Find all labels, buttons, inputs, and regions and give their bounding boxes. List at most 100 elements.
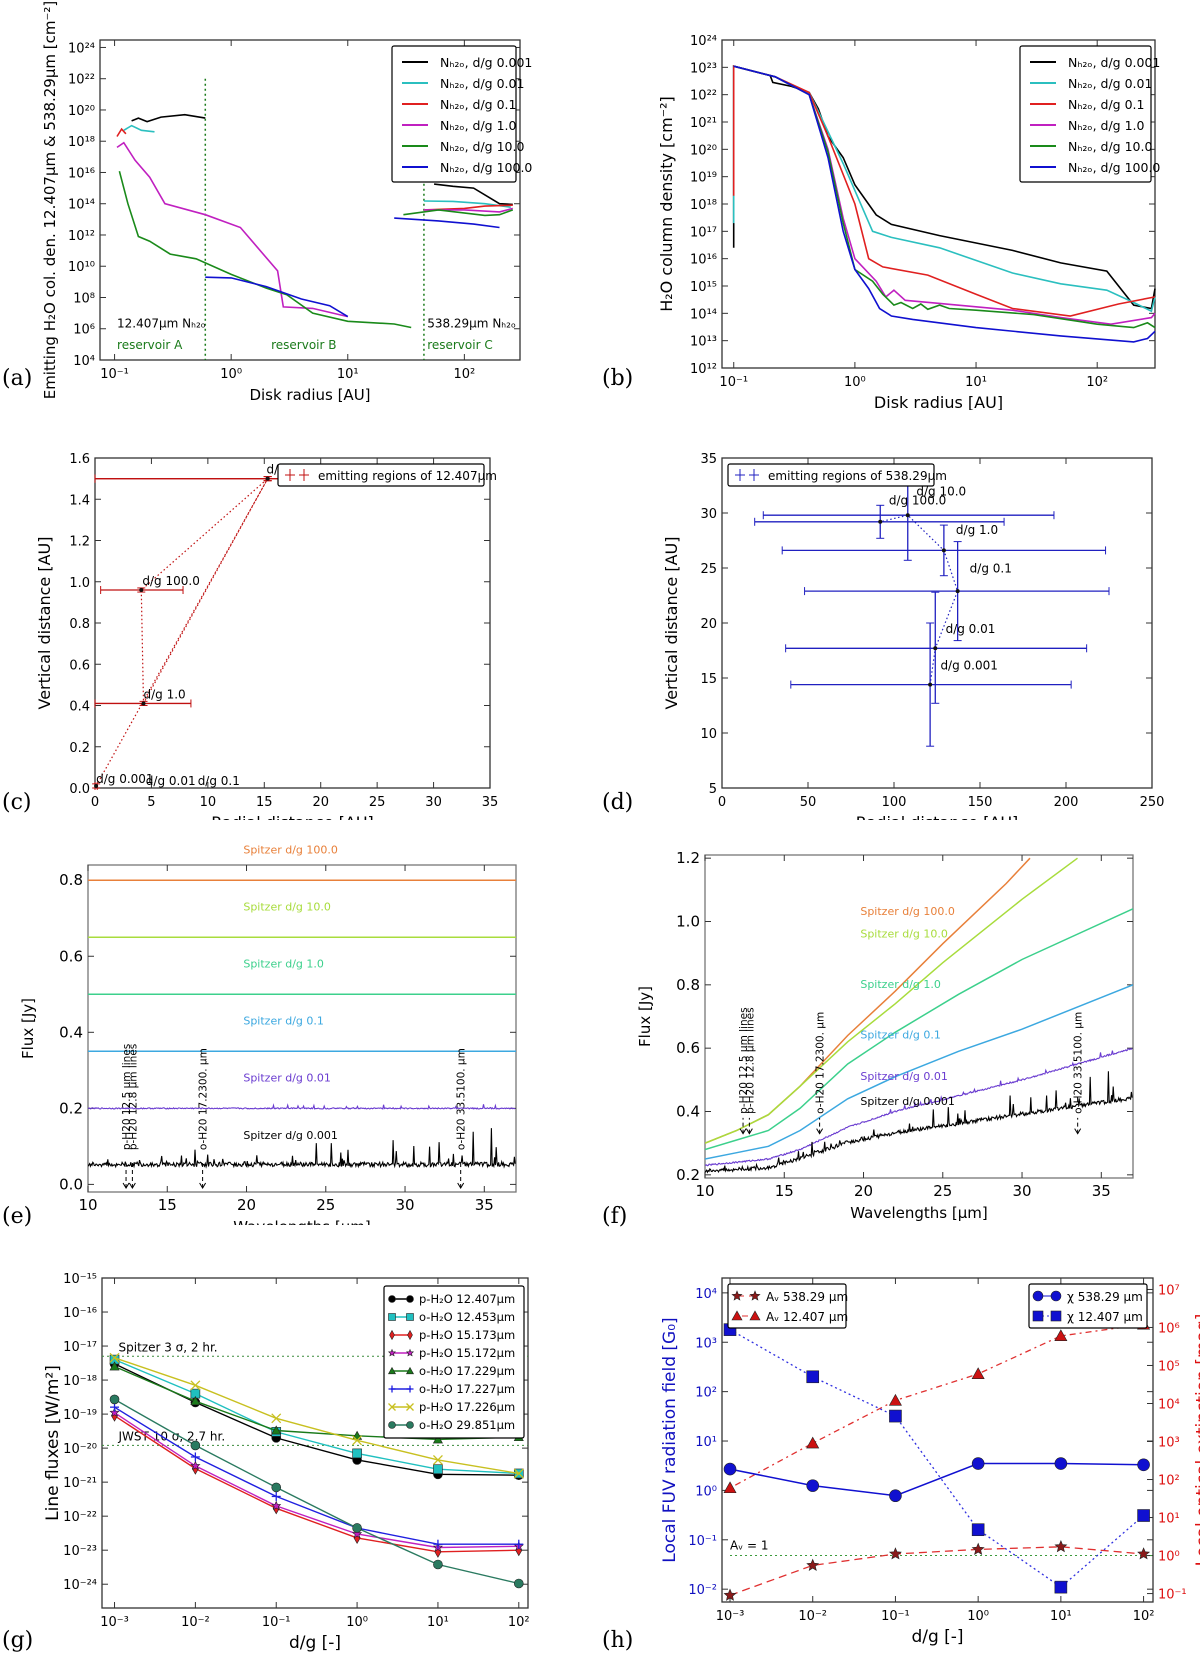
- y-tick-label: 25: [700, 562, 717, 577]
- y-tick-label: 10¹⁹: [690, 171, 717, 186]
- y-tick-label: 10⁻²³: [63, 1544, 97, 1559]
- series-line-n-h2o-d-g-100-0: [394, 217, 500, 229]
- line-marker-arrowhead: [816, 1128, 824, 1135]
- x-tick-label: 0: [91, 795, 99, 810]
- panel-label-f: (f): [602, 1204, 628, 1229]
- y-tick-label: 10⁻²: [688, 1583, 717, 1598]
- series-line-n-h2o-d-g-0-1: [116, 127, 127, 137]
- x-tick-label: 10⁰: [346, 1615, 368, 1630]
- data-marker: [109, 1394, 120, 1405]
- marker-x-b: [109, 1352, 120, 1363]
- series-3: [723, 1323, 1150, 1594]
- y-tick-label: 10¹⁰: [68, 260, 95, 275]
- line-marker-arrowhead: [199, 1182, 207, 1189]
- y-tick-label: 0.0: [69, 782, 90, 797]
- y-tick-label: 10⁴: [695, 1287, 717, 1302]
- legend-label: Nₕ₂ₒ, d/g 1.0: [1068, 118, 1145, 133]
- y-tick-label: 10⁻¹⁹: [63, 1408, 97, 1423]
- series-line-n-h2o-d-g-10-0: [403, 209, 514, 217]
- y-tick-label: 10⁻¹⁸: [63, 1374, 97, 1389]
- x-tick-label: 10⁻¹: [262, 1615, 291, 1630]
- point-label: d/g 1.0: [956, 523, 998, 537]
- panel-label-e: (e): [2, 1204, 33, 1229]
- legend-box: [277, 463, 485, 487]
- annotation: reservoir A: [117, 338, 183, 352]
- y-tick-label: 10⁰: [695, 1484, 717, 1499]
- y-tick-label: 10⁻²¹: [63, 1476, 97, 1491]
- y-tick-label: 0.2: [676, 1166, 700, 1184]
- y-right-axis-label: Local optical extinction [mag]: [1193, 1314, 1200, 1567]
- error-bar-point: [785, 591, 1088, 704]
- y-tick-label: 10: [700, 727, 717, 742]
- data-marker: [432, 1434, 443, 1444]
- legend-marker: [1032, 1290, 1044, 1302]
- data-point: [265, 476, 270, 481]
- x-tick-label: 10²: [508, 1615, 530, 1630]
- legend-label: p-H₂O 17.226μm: [419, 1400, 515, 1414]
- legend-label: emitting regions of 538.29μm: [768, 469, 947, 483]
- marker-x-b: [388, 1403, 396, 1411]
- spectrum-line: [88, 1128, 516, 1169]
- legend-marker: [405, 1348, 415, 1357]
- error-bar-point: [790, 622, 1072, 747]
- x-tick-label: 20: [312, 795, 329, 810]
- x-tick-label: 10¹: [427, 1615, 449, 1630]
- series-line-n-h2o-d-g-0-001: [434, 183, 513, 206]
- legend-label: o-H₂O 17.229μm: [419, 1364, 515, 1378]
- x-tick-label: 10⁻³: [100, 1615, 129, 1630]
- av-equals-one-label: Aᵥ = 1: [730, 1539, 769, 1553]
- legend-label: Nₕ₂ₒ, d/g 100.0: [440, 160, 532, 175]
- error-bar-point: [92, 781, 101, 790]
- y-tick-label: 0.0: [59, 1175, 83, 1193]
- annotation: reservoir B: [271, 338, 336, 352]
- x-axis-label: Wavelengths [μm]: [850, 1204, 987, 1222]
- series-1: [723, 1317, 1151, 1494]
- chart-h: 10⁻³ 10⁻² 10⁻¹ 10⁰ 10¹ 10²10⁻²10⁻¹10⁰10¹10²10…: [660, 1277, 1200, 1647]
- y-tick-label: 10¹²: [690, 362, 717, 377]
- y-tick-label: 0.4: [59, 1023, 83, 1041]
- panel-d: 0 50 100 150 200 250 5 10 15 20 25 30 35 Radial dista…: [600, 420, 1200, 820]
- legend-label: Nₕ₂ₒ, d/g 10.0: [1068, 139, 1152, 154]
- series-line: [114, 1365, 519, 1441]
- panel-label-a: (a): [2, 366, 33, 391]
- point-label: d/g 0.1: [970, 562, 1012, 576]
- x-tick-label: 50: [800, 795, 817, 810]
- legend-marker: [749, 1290, 761, 1301]
- legend-label: Aᵥ 538.29 μm: [766, 1290, 848, 1304]
- x-tick-label: 30: [1012, 1182, 1031, 1200]
- spectrum-line: [705, 984, 1133, 1160]
- x-tick-label: 10: [200, 795, 217, 810]
- legend-label: o-H₂O 17.227μm: [419, 1382, 515, 1396]
- y-tick-label: 10⁻²⁰: [63, 1442, 97, 1457]
- series-line: [729, 1462, 1144, 1497]
- plot-frame: [721, 1277, 1154, 1603]
- line-marker-arrowhead: [122, 1182, 130, 1189]
- series-line: [114, 1406, 519, 1545]
- x-tick-label: 10²: [453, 367, 475, 382]
- legend-marker: [731, 1290, 743, 1301]
- legend-box: [1019, 45, 1152, 183]
- data-marker: [271, 1500, 282, 1511]
- legend-label: Nₕ₂ₒ, d/g 1.0: [440, 118, 517, 133]
- line-marker-label: p-H20 12.5 μm lines: [738, 1007, 750, 1113]
- x-tick-label: 10: [695, 1182, 714, 1200]
- series-2: [723, 1457, 1150, 1503]
- y-right-tick-label: 10⁻¹: [1158, 1588, 1187, 1603]
- spectrum-line: [705, 857, 1078, 1144]
- x-axis-label: Disk radius [AU]: [874, 393, 1003, 410]
- legend-marker: [407, 1329, 413, 1341]
- data-point: [941, 548, 946, 553]
- data-marker: [1137, 1458, 1150, 1472]
- data-marker: [1054, 1580, 1068, 1594]
- x-tick-label: 35: [482, 795, 499, 810]
- panel-e: 10 15 20 25 30 35 0.0 0.2 0.4 0.6 0.8 Wavelengths […: [0, 825, 560, 1225]
- connecting-path: [880, 514, 959, 685]
- y-right-tick-label: 10⁵: [1158, 1359, 1180, 1374]
- y-right-tick-label: 10²: [1158, 1474, 1180, 1489]
- x-tick-label: 15: [775, 1182, 794, 1200]
- data-marker: [1054, 1540, 1068, 1553]
- series-label: Spitzer d/g 0.01: [243, 1072, 331, 1085]
- y-tick-label: 1.0: [676, 913, 700, 931]
- series-line-n-h2o-d-g-10-0: [118, 170, 412, 329]
- y-axis-label: Emitting H₂O col. den. 12.407μm & 538.29…: [41, 1, 59, 400]
